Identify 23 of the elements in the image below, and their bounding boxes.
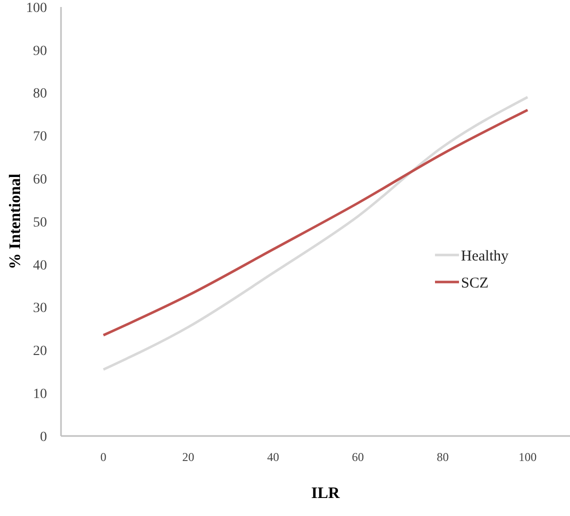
x-tick-label: 60 <box>352 450 364 464</box>
y-tick-label: 100 <box>26 0 47 16</box>
y-tick-label: 70 <box>33 130 47 145</box>
y-tick-label: 50 <box>33 215 47 230</box>
line-series <box>102 96 529 371</box>
y-tick-label: 40 <box>33 258 47 274</box>
legend-label: SCZ <box>461 275 489 292</box>
x-tick-label: 40 <box>267 450 280 464</box>
x-tick-label: 100 <box>518 450 537 464</box>
legend-label: Healthy <box>461 248 509 264</box>
y-tick-label: 30 <box>33 301 47 316</box>
y-tick-label: 10 <box>33 387 47 402</box>
y-tick-label: 80 <box>33 86 47 102</box>
y-tick-label: 90 <box>33 44 47 59</box>
y-tick-label: 60 <box>33 172 47 188</box>
y-tick-label: 0 <box>40 430 47 445</box>
x-tick-label: 80 <box>436 450 449 464</box>
y-axis-title: % Intentional <box>7 173 24 270</box>
line-series <box>102 108 529 336</box>
x-tick-label: 20 <box>182 450 194 464</box>
x-axis-title: ILR <box>311 485 340 502</box>
y-tick-label: 20 <box>33 344 47 360</box>
x-tick-label: 0 <box>100 450 106 464</box>
